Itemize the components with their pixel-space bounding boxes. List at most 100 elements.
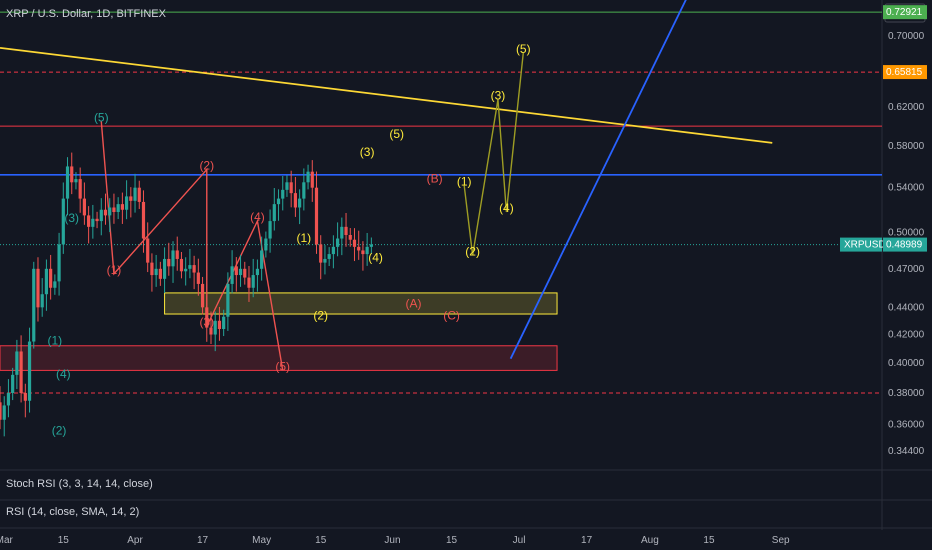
date-axis[interactable]: Mar 15 Apr 17 May 15 Jun 15 Jul 17 Aug 15 Sep (0, 535, 790, 546)
candle (120, 204, 124, 210)
wave-label: (5) (389, 127, 404, 141)
candle (99, 209, 103, 222)
date-tick: Mar (0, 535, 13, 546)
candle (188, 265, 192, 269)
candle (340, 226, 344, 239)
candle (200, 283, 205, 308)
candle (95, 218, 99, 222)
date-tick: 15 (446, 535, 458, 546)
price-tick: 0.50000 (888, 228, 925, 239)
wave-label: (5) (94, 110, 109, 124)
candle (369, 244, 373, 247)
date-tick: 17 (581, 535, 593, 546)
date-tick: 15 (315, 535, 327, 546)
candle (255, 268, 260, 276)
candle (179, 258, 184, 272)
candle (32, 268, 36, 342)
price-tick: 0.38000 (888, 388, 925, 399)
candle (310, 171, 314, 188)
price-tick: 0.70000 (888, 31, 925, 42)
wave-label: (2) (465, 244, 480, 258)
price-badge (883, 5, 927, 20)
symbol-badge-label: XRPUSD (844, 240, 886, 251)
stoch-rsi-label[interactable]: Stoch RSI (3, 3, 14, 14, close) (6, 478, 153, 490)
wave-label: (1) (48, 333, 63, 347)
candle (162, 258, 167, 279)
wave-label: (3) (199, 315, 214, 329)
candle (175, 250, 179, 259)
candle (40, 294, 44, 308)
wave-label: (4) (499, 201, 514, 215)
candle (141, 201, 146, 239)
candle (247, 277, 251, 288)
candle (150, 262, 154, 276)
candle (15, 351, 19, 375)
candle (74, 179, 78, 183)
candle (65, 166, 70, 199)
candle (226, 283, 230, 317)
price-badge-label: 0.48989 (886, 240, 923, 251)
candle (336, 238, 340, 247)
wave-label: (1) (457, 175, 472, 189)
candle (53, 281, 57, 288)
wave-label: (C) (443, 308, 460, 322)
candle (357, 246, 361, 251)
candle (82, 198, 86, 216)
wave-label: (4) (56, 367, 71, 381)
zone-0 (164, 292, 558, 315)
candles (0, 152, 373, 437)
candle (276, 198, 281, 205)
candle (352, 239, 357, 247)
candle (137, 187, 141, 202)
price-tick: 0.44000 (888, 302, 925, 313)
candle (6, 393, 11, 406)
candle (2, 405, 6, 420)
rsi-label[interactable]: RSI (14, close, SMA, 14, 2) (6, 506, 140, 518)
wave-label: (2) (52, 423, 67, 437)
candle (302, 182, 306, 199)
price-tick: 0.36000 (888, 420, 925, 431)
candle (44, 268, 49, 295)
candle (327, 254, 331, 259)
price-tick: 0.40000 (888, 358, 925, 369)
price-axis[interactable]: USD0.344000.360000.380000.400000.420000.… (840, 3, 927, 457)
candle (348, 234, 352, 240)
candle (171, 250, 175, 267)
candle (293, 193, 297, 208)
candle (264, 238, 268, 251)
candle (158, 268, 162, 279)
zone-1 (0, 345, 558, 371)
candle (125, 196, 129, 210)
candle (272, 204, 276, 222)
price-tick: 0.34400 (888, 446, 925, 457)
candle (133, 187, 137, 201)
wave-label: (5) (516, 42, 531, 56)
candle (319, 244, 323, 263)
candle (184, 268, 188, 272)
wave-label: (3) (491, 88, 506, 102)
wave-labels: (1) (2) (3) (4) (5) (1) (2) (3) (4) (5) (1) (2) (3) (… (48, 42, 531, 437)
candle (57, 244, 61, 282)
candle (103, 209, 108, 216)
candle (61, 198, 65, 245)
price-badge (883, 237, 927, 252)
wave-label: (2) (199, 159, 214, 173)
candle (361, 250, 365, 255)
candle (260, 250, 264, 269)
price-tick: 0.42000 (888, 330, 925, 341)
candle (205, 307, 209, 328)
candle (116, 204, 120, 212)
price-badge (883, 65, 927, 80)
candle (222, 316, 226, 329)
candle (243, 268, 247, 278)
candle (209, 327, 213, 335)
date-tick: Sep (772, 535, 790, 546)
chart-title: XRP / U.S. Dollar, 1D, BITFINEX (6, 8, 166, 20)
wave-path-1 (463, 52, 524, 256)
price-badge-label: 0.65815 (886, 67, 923, 78)
candle (91, 218, 95, 227)
wave-label: (A) (406, 296, 422, 310)
wave-label: (1) (107, 263, 122, 277)
candle (281, 189, 285, 199)
